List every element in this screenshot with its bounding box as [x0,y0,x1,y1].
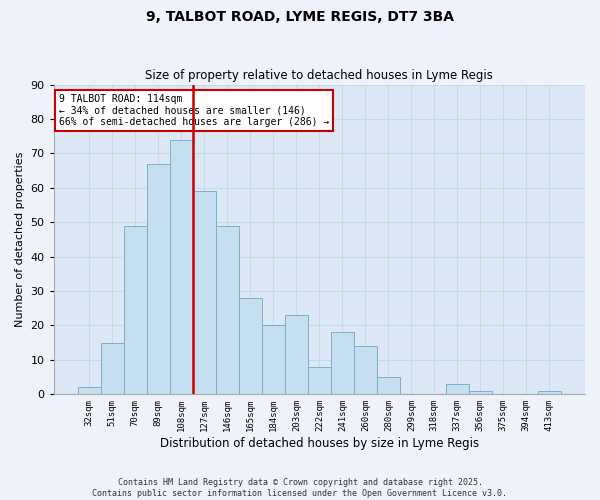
Bar [446,384,469,394]
Y-axis label: Number of detached properties: Number of detached properties [15,152,25,327]
Bar [354,346,377,395]
Bar [308,367,331,394]
Bar [377,377,400,394]
Bar [469,391,492,394]
Bar [78,388,101,394]
Bar [216,226,239,394]
Bar [262,326,285,394]
Text: 9, TALBOT ROAD, LYME REGIS, DT7 3BA: 9, TALBOT ROAD, LYME REGIS, DT7 3BA [146,10,454,24]
Bar [285,315,308,394]
Bar [170,140,193,394]
Bar [147,164,170,394]
Bar [124,226,147,394]
Bar [101,342,124,394]
Title: Size of property relative to detached houses in Lyme Regis: Size of property relative to detached ho… [145,69,493,82]
Text: Contains HM Land Registry data © Crown copyright and database right 2025.
Contai: Contains HM Land Registry data © Crown c… [92,478,508,498]
Bar [538,391,561,394]
X-axis label: Distribution of detached houses by size in Lyme Regis: Distribution of detached houses by size … [160,437,479,450]
Bar [239,298,262,394]
Bar [331,332,354,394]
Text: 9 TALBOT ROAD: 114sqm
← 34% of detached houses are smaller (146)
66% of semi-det: 9 TALBOT ROAD: 114sqm ← 34% of detached … [59,94,329,127]
Bar [193,192,216,394]
